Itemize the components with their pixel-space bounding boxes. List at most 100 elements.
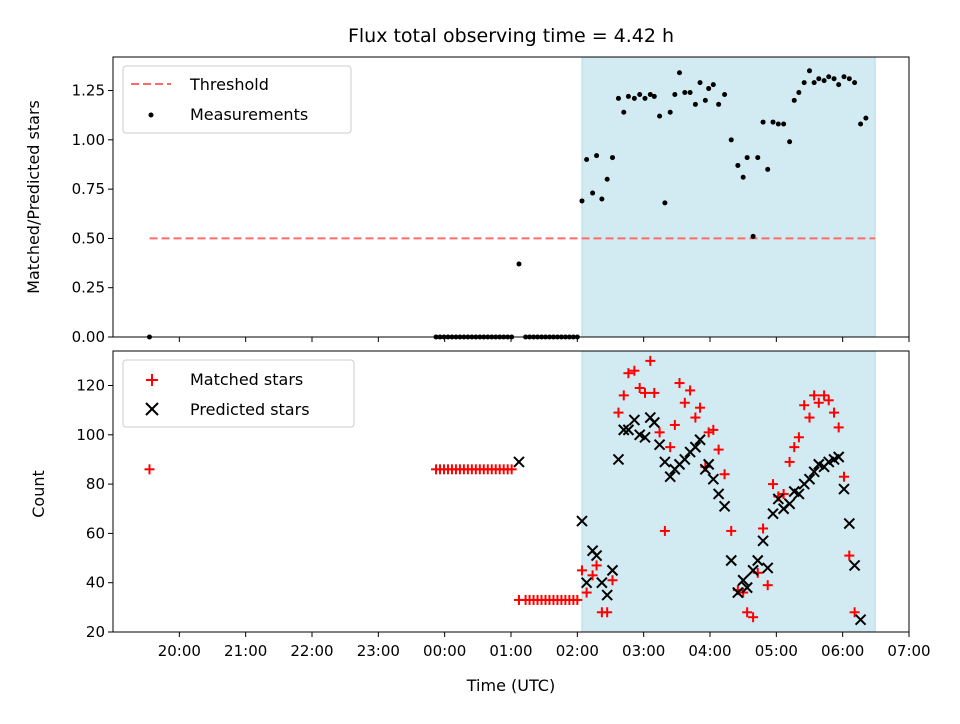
measurement-point <box>811 80 817 86</box>
matched-star-point <box>768 479 779 490</box>
legend-matched-swatch <box>146 374 158 386</box>
top-legend: Threshold Measurements <box>122 65 352 134</box>
x-tick-label: 05:00 <box>755 642 798 660</box>
measurement-point <box>625 93 631 99</box>
matched-star-point <box>748 612 759 623</box>
matched-star-point <box>813 397 824 408</box>
predicted-star-point <box>622 424 635 436</box>
bottom-y-axis-label: Count <box>29 470 48 518</box>
predicted-star-point <box>854 613 867 626</box>
chart-title: Flux total observing time = 4.42 h <box>348 25 674 47</box>
predicted-star-point <box>747 564 759 577</box>
top-panel-frame <box>112 56 910 338</box>
predicted-star-point <box>741 581 753 594</box>
predicted-star-point <box>707 473 720 485</box>
measurement-point <box>631 95 637 101</box>
measurement-point <box>801 80 807 86</box>
predicted-star-point <box>702 458 715 471</box>
predicted-star-point <box>576 515 588 527</box>
measurement-point <box>787 139 793 145</box>
matched-star-point <box>823 395 834 406</box>
x-tick-label: 00:00 <box>423 642 466 660</box>
matched-star-point <box>607 575 618 586</box>
predicted-star-point <box>712 488 725 500</box>
measurement-point <box>516 261 522 267</box>
measurement-point <box>599 196 605 202</box>
matched-star-point <box>659 525 670 536</box>
y-tick-label: 120 <box>76 377 105 395</box>
predicted-star-point <box>843 517 856 530</box>
measurement-point <box>821 78 827 84</box>
matched-star-point <box>623 368 634 379</box>
matched-star-point <box>819 390 830 401</box>
bottom-panel: 20 40 60 80 100 120 20:00 21:00 22:00 23:00 00:00… <box>29 350 931 695</box>
x-tick-label: 23:00 <box>357 642 400 660</box>
x-tick-label: 04:00 <box>688 642 731 660</box>
matched-star-point <box>674 378 685 389</box>
predicted-star-point <box>679 453 691 466</box>
measurement-point <box>697 80 703 86</box>
matched-star-point <box>629 365 640 376</box>
measurement-point <box>863 115 869 121</box>
measurement-point <box>858 121 864 127</box>
y-tick-label: 20 <box>86 623 105 641</box>
measurement-point <box>831 76 837 82</box>
top-observing-window <box>581 56 876 338</box>
matched-star-point <box>726 525 737 536</box>
matched-star-point <box>634 382 645 393</box>
matched-star-point <box>804 412 815 423</box>
measurement-point <box>760 119 766 125</box>
y-tick-label: 0.50 <box>72 229 105 247</box>
matched-star-point <box>838 471 849 482</box>
predicted-star-point <box>653 438 666 451</box>
predicted-star-point <box>762 562 774 574</box>
y-tick-label: 1.25 <box>72 82 105 100</box>
top-y-axis-label: Matched/Predicted stars <box>24 100 43 294</box>
matched-star-point <box>581 587 592 598</box>
bottom-legend: Matched stars Predicted stars <box>122 359 355 428</box>
x-tick-label: 06:00 <box>821 642 864 660</box>
measurement-point <box>744 155 750 161</box>
y-tick-label: 0.25 <box>72 279 105 297</box>
measurement-point <box>846 76 852 82</box>
measurement-point <box>706 86 712 92</box>
matched-star-point <box>844 550 855 561</box>
measurement-point <box>750 233 756 239</box>
x-tick-label: 02:00 <box>556 642 599 660</box>
predicted-star-point <box>737 574 749 586</box>
predicted-star-point <box>767 507 779 520</box>
matched-star-point <box>793 432 804 443</box>
predicted-star-point <box>601 589 613 601</box>
measurement-point <box>692 101 698 107</box>
measurement-point <box>637 91 643 97</box>
measurement-point <box>682 89 688 95</box>
predicted-star-point <box>752 554 764 567</box>
measurement-point <box>755 155 761 161</box>
legend-measurements-swatch <box>148 112 154 118</box>
measurement-point <box>647 91 653 97</box>
matched-star-point <box>602 607 613 618</box>
matched-star-point <box>649 387 660 398</box>
predicted-star-point <box>664 471 676 483</box>
matched-star-point <box>799 400 810 411</box>
predicted-star-point <box>757 535 769 547</box>
matched-star-point <box>572 594 583 605</box>
predicted-star-point <box>725 554 737 567</box>
predicted-star-point <box>639 431 651 443</box>
predicted-star-point <box>612 453 625 466</box>
matched-star-point <box>639 387 650 398</box>
measurement-point <box>651 93 657 99</box>
predicted-star-point <box>618 424 630 436</box>
bottom-panel-frame <box>112 350 910 633</box>
measurement-point <box>710 82 716 88</box>
y-tick-label: 1.00 <box>72 131 105 149</box>
measurement-point <box>672 91 678 97</box>
predicted-star-point <box>648 416 660 429</box>
matched-star-point <box>669 419 680 430</box>
predicted-star-point <box>606 564 619 577</box>
y-tick-label: 60 <box>86 524 105 542</box>
matched-star-point <box>618 390 629 401</box>
measurement-point <box>662 200 668 206</box>
measurement-point <box>667 109 673 115</box>
matched-star-point <box>506 464 517 475</box>
